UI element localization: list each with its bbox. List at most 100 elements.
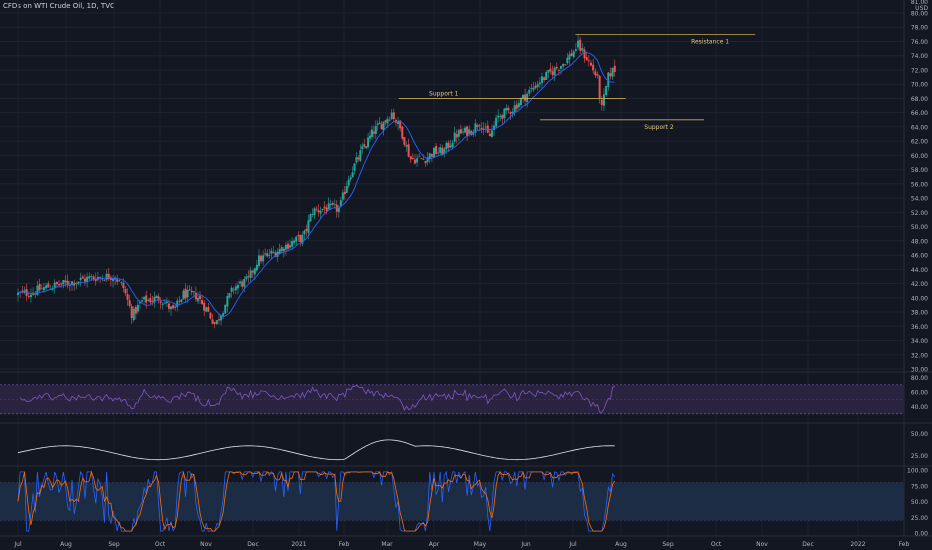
candle-body — [428, 153, 431, 159]
candle-body — [124, 288, 127, 294]
candle-body — [128, 300, 131, 306]
candle-body — [145, 295, 148, 303]
candle-body — [253, 268, 256, 275]
candle-body — [401, 126, 404, 139]
candle-body — [291, 241, 294, 247]
candle-body — [600, 99, 603, 105]
candle-body — [224, 304, 227, 314]
candle-body — [155, 295, 158, 299]
candle-body — [136, 304, 139, 312]
candle-body — [355, 157, 358, 163]
candle-body — [303, 230, 306, 235]
candle-body — [590, 62, 592, 66]
level-label: Resistance 1 — [691, 38, 729, 45]
candle-body — [495, 117, 498, 127]
rsi-tick-label: 40.00 — [911, 404, 928, 411]
candle-body — [461, 131, 464, 133]
candle-body — [557, 70, 560, 72]
candle-body — [165, 301, 168, 304]
candle-body — [370, 129, 373, 137]
candle-body — [579, 39, 582, 51]
candle-body — [505, 107, 508, 111]
candle-body — [605, 86, 608, 96]
candle-body — [29, 294, 32, 298]
candle-body — [337, 207, 340, 213]
y-tick-label: 46.00 — [911, 253, 928, 260]
candle-body — [40, 288, 43, 290]
candle-body — [249, 270, 252, 278]
candle-body — [365, 146, 368, 149]
candle-body — [161, 303, 164, 305]
candle-body — [272, 251, 275, 253]
candle-body — [319, 210, 322, 214]
candle-body — [42, 287, 45, 291]
rsi-line — [19, 384, 616, 413]
time-axis[interactable]: Jul Aug Sep Oct Nov Dec 2021 Feb Mar Apr May Jun Jul… — [13, 541, 909, 548]
candle-body — [339, 200, 342, 207]
candle-body — [464, 127, 467, 133]
candle-body — [289, 245, 292, 248]
candle-body — [587, 60, 590, 62]
y-tick-label: 30.00 — [911, 367, 928, 374]
candle-body — [17, 292, 19, 296]
candle-body — [572, 51, 575, 58]
candle-body — [409, 156, 412, 160]
candle-body — [488, 133, 491, 136]
stochastic-pane[interactable] — [0, 470, 904, 532]
candle-body — [345, 185, 348, 193]
candle-body — [192, 291, 195, 293]
candle-body — [241, 281, 244, 287]
candle-body — [151, 300, 154, 302]
y-tick-label: 62.00 — [911, 139, 928, 146]
candle-body — [474, 123, 477, 133]
candle-body — [399, 120, 402, 129]
price-pane[interactable]: Resistance 1 Support 1 Support 2 — [17, 33, 756, 329]
candle-body — [213, 322, 216, 324]
candle-body — [540, 76, 543, 83]
candle-body — [361, 146, 364, 150]
adx-tick-label: 25.00 — [911, 453, 928, 460]
candle-body — [255, 264, 258, 271]
candle-body — [538, 82, 541, 85]
candle-body — [60, 283, 63, 285]
candle-body — [172, 305, 175, 309]
candle-body — [220, 315, 223, 321]
candle-body — [134, 307, 137, 314]
candle-body — [501, 115, 504, 119]
candle-body — [92, 276, 95, 279]
candle-body — [88, 276, 91, 279]
stoch-band — [0, 482, 904, 521]
candle-body — [260, 255, 263, 262]
candle-body — [174, 306, 177, 308]
candle-body — [313, 208, 316, 216]
candle-body — [243, 278, 246, 287]
candle-body — [407, 144, 410, 157]
y-tick-label: 60.00 — [911, 153, 928, 160]
candle-body — [159, 301, 162, 303]
candle-body — [232, 289, 235, 291]
candle-body — [369, 135, 372, 139]
candle-body — [170, 306, 173, 310]
candle-body — [94, 278, 97, 282]
y-tick-label: 54.00 — [911, 196, 928, 203]
y-tick-label: 68.00 — [911, 96, 928, 103]
candle-body — [598, 75, 601, 98]
adx-pane[interactable] — [17, 439, 615, 461]
x-tick-label: Jul — [13, 541, 22, 548]
candle-body — [286, 243, 289, 249]
candle-body — [416, 158, 419, 163]
rsi-pane[interactable] — [0, 384, 904, 415]
candle-body — [517, 103, 520, 107]
candle-body — [511, 111, 514, 114]
price-axis[interactable]: 30.00 32.00 34.00 36.00 38.00 40.00 42.00 44.00… — [907, 0, 928, 538]
candle-body — [118, 280, 121, 282]
candle-body — [311, 213, 314, 215]
candle-body — [376, 123, 379, 126]
candle-body — [153, 296, 156, 303]
candle-body — [207, 307, 210, 312]
candle-body — [176, 300, 179, 307]
candle-body — [297, 235, 300, 237]
candle-body — [476, 125, 479, 127]
candle-body — [245, 276, 248, 280]
